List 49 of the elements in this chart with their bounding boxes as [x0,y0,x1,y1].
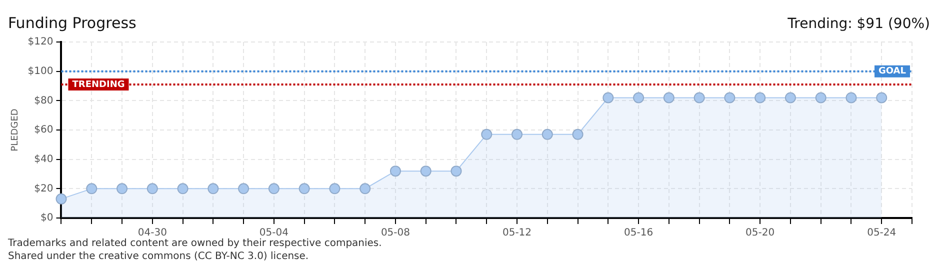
point [420,166,432,177]
point [633,92,644,104]
point [329,183,340,194]
y-tick-label: $20 [34,183,54,194]
point [876,92,888,104]
point [56,193,67,204]
point [481,128,492,140]
point [86,183,98,194]
point [450,166,462,177]
x-tick-label: 04-30 [138,228,167,239]
chart-title: Funding Progress [8,14,137,32]
point [784,92,796,104]
x-tick-label: 05-20 [746,228,775,239]
point [360,183,371,194]
y-axis-title: PLEDGED [10,108,21,152]
point [390,166,401,177]
text: Shared under the creative commons (CC BY-NC 3.0) license. [8,251,309,262]
y-tick-label: $100 [28,66,54,77]
x-tick-label: 05-08 [380,228,410,239]
point [208,183,219,194]
point [846,92,857,104]
y-tick-label: $80 [34,95,54,106]
point [146,183,158,194]
x-tick-label: 05-12 [502,228,532,239]
chart-subtitle: Trending: $91 (90%) [786,16,930,32]
point [298,183,310,194]
point [754,92,766,104]
point [238,183,250,194]
point [602,92,614,104]
x-tick-label: 05-16 [624,228,654,239]
x-tick-label: 05-04 [259,228,288,239]
text: Trademarks and related content are owned by their respective companies. [7,238,382,249]
point [268,183,280,194]
y-tick-label: $60 [34,124,54,136]
ref-line-label: GOAL [878,66,906,77]
point [116,183,128,194]
x-tick-label: 05-24 [867,228,896,239]
point [542,128,553,140]
ref-line-label: TRENDING [72,80,125,90]
point [512,128,523,140]
point [572,128,584,140]
y-tick-label: $40 [34,154,54,165]
y-tick-label: $0 [40,212,54,224]
point [815,92,826,104]
point [663,92,674,104]
point [177,183,188,194]
point [724,92,736,104]
y-tick-label: $120 [28,36,54,48]
point [694,92,705,104]
